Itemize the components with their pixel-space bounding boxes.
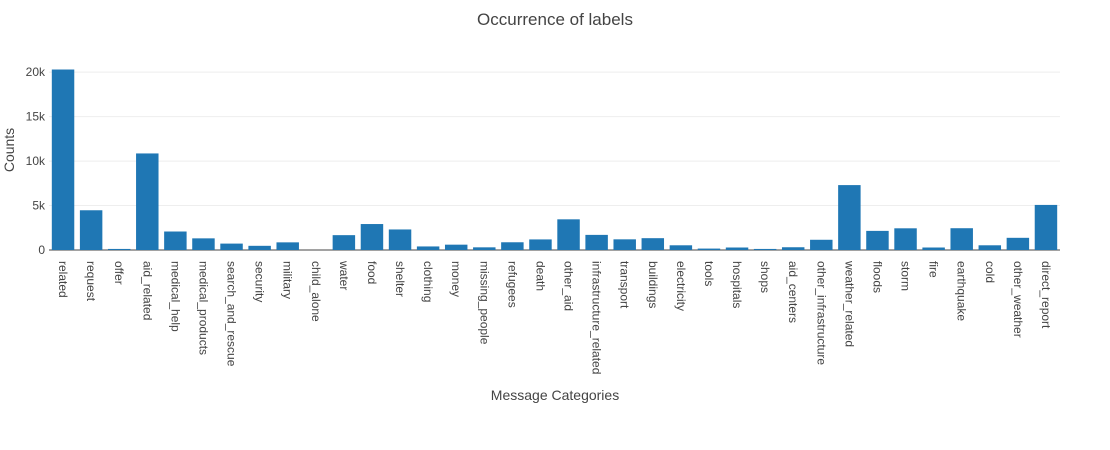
x-tick-label: other_weather: [1011, 261, 1025, 338]
x-tick-label: military: [281, 261, 295, 299]
x-tick-label: aid_related: [140, 261, 154, 320]
bar-storm: [894, 228, 917, 250]
bar-related: [51, 69, 75, 250]
x-tick-label: other_aid: [562, 261, 576, 311]
y-tick-label: 5k: [32, 199, 46, 213]
y-tick-label: 0: [38, 243, 45, 257]
bar-death: [529, 239, 552, 250]
y-tick-label: 15k: [26, 110, 46, 124]
bar-infrastructure_related: [585, 234, 608, 250]
bar-aid_related: [136, 153, 159, 250]
bar-food: [360, 224, 384, 250]
x-tick-label: death: [533, 261, 547, 291]
x-tick-label: money: [449, 261, 463, 297]
bar-water: [332, 235, 356, 250]
bar-security: [248, 245, 271, 250]
bar-offer: [107, 248, 131, 250]
x-tick-label: shops: [758, 261, 772, 293]
x-tick-label: direct_report: [1039, 261, 1053, 329]
bar-medical_products: [192, 238, 215, 250]
x-axis-title: Message Categories: [491, 387, 619, 403]
x-tick-label: refugees: [505, 261, 519, 308]
x-tick-label: buildings: [646, 261, 660, 308]
x-tick-label: transport: [618, 261, 632, 309]
bar-other_aid: [557, 219, 580, 250]
y-axis-title: Counts: [1, 128, 17, 172]
bar-other_weather: [1006, 237, 1030, 250]
x-axis-ticks: related request offer aid_related medical_he…: [56, 260, 1053, 374]
bar-search_and_rescue: [220, 243, 243, 250]
bar-earthquake: [950, 228, 973, 250]
bar-missing_people: [473, 247, 496, 250]
x-tick-label: cold: [983, 261, 997, 283]
x-tick-label: related: [56, 261, 70, 298]
bar-aid_centers: [781, 247, 805, 250]
bar-refugees: [501, 242, 524, 250]
x-tick-label: other_infrastructure: [814, 261, 828, 365]
x-tick-label: medical_help: [168, 261, 182, 332]
bar-request: [79, 210, 103, 250]
x-tick-label: clothing: [421, 261, 435, 302]
x-tick-label: aid_centers: [786, 261, 800, 323]
bar-electricity: [669, 245, 693, 250]
bar-transport: [613, 239, 636, 250]
x-tick-label: storm: [899, 261, 913, 291]
x-tick-label: hospitals: [730, 261, 744, 308]
bar-military: [276, 242, 299, 250]
x-tick-label: security: [253, 261, 267, 302]
bar-clothing: [416, 246, 440, 250]
x-tick-label: electricity: [674, 261, 688, 311]
chart-title: Occurrence of labels: [477, 10, 633, 29]
x-tick-label: missing_people: [477, 261, 491, 345]
x-tick-label: tools: [702, 261, 716, 286]
y-tick-label: 20k: [26, 65, 46, 79]
bar-medical_help: [164, 231, 187, 250]
bar-direct_report: [1034, 204, 1058, 250]
bar-buildings: [641, 238, 665, 250]
y-axis-ticks: 0 5k 10k 15k 20k: [26, 65, 46, 257]
bar-fire: [922, 247, 945, 250]
bar-tools: [697, 248, 721, 250]
x-tick-label: water: [337, 260, 351, 290]
bar-cold: [978, 245, 1002, 250]
x-tick-label: floods: [870, 261, 884, 293]
bar-shelter: [388, 229, 412, 250]
x-tick-label: search_and_rescue: [225, 261, 239, 367]
x-tick-label: offer: [112, 261, 126, 285]
x-tick-label: fire: [927, 261, 941, 278]
x-tick-label: medical_products: [196, 261, 210, 355]
gridlines: [49, 71, 1060, 251]
bar-money: [444, 244, 468, 250]
x-tick-label: weather_related: [842, 260, 856, 347]
bar-weather_related: [838, 185, 861, 250]
x-tick-label: child_alone: [309, 261, 323, 322]
x-tick-label: infrastructure_related: [590, 261, 604, 374]
y-tick-label: 10k: [26, 154, 46, 168]
x-tick-label: food: [365, 261, 379, 284]
x-tick-label: request: [84, 261, 98, 302]
bar-floods: [866, 230, 889, 250]
bar-hospitals: [725, 247, 749, 250]
bar-other_infrastructure: [810, 239, 833, 250]
x-tick-label: shelter: [393, 261, 407, 297]
bars: [51, 69, 1058, 250]
bar-shops: [753, 248, 777, 250]
x-tick-label: earthquake: [955, 261, 969, 321]
